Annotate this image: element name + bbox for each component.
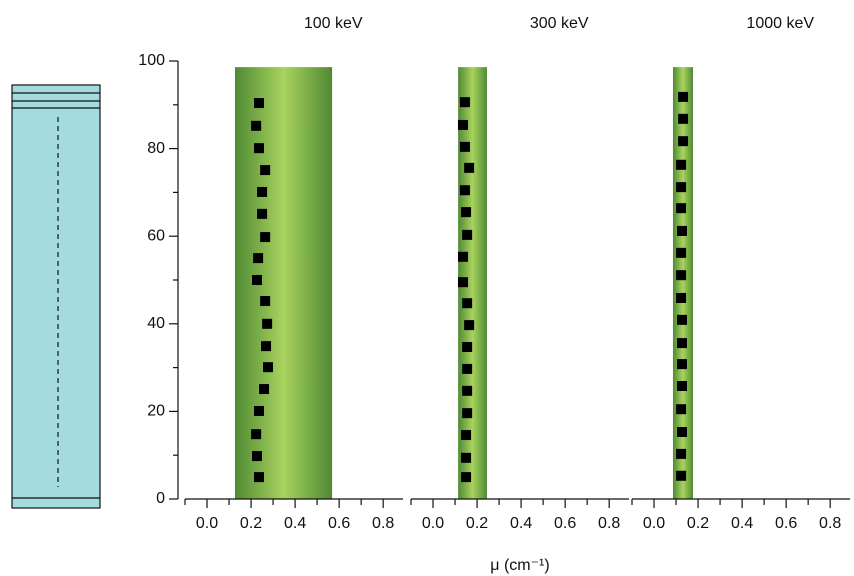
point <box>253 98 264 109</box>
point <box>676 380 687 391</box>
x-tick-label: 0.2 <box>466 515 488 532</box>
point <box>678 136 689 147</box>
point <box>676 270 687 281</box>
point <box>462 363 473 374</box>
point <box>676 203 687 214</box>
uncertainty-band <box>672 67 693 499</box>
point <box>676 338 687 349</box>
point <box>462 229 473 240</box>
y-tick-label: 60 <box>147 227 165 244</box>
y-tick-label: 40 <box>147 315 165 332</box>
x-tick-label: 0.8 <box>598 515 620 532</box>
point <box>676 159 687 170</box>
point <box>252 275 263 285</box>
point <box>260 232 271 243</box>
x-axis-label: μ (cm⁻¹) <box>490 557 549 574</box>
point <box>462 298 473 309</box>
point <box>464 320 475 331</box>
x-tick-label: 0.0 <box>422 515 444 532</box>
point <box>676 404 687 415</box>
point <box>459 185 470 196</box>
x-tick-label: 0.6 <box>554 515 576 532</box>
point <box>676 448 687 459</box>
panel-title: 300 keV <box>530 15 589 32</box>
panel-title: 100 keV <box>304 15 363 32</box>
x-tick-label: 0.8 <box>372 515 394 532</box>
y-tick-label: 80 <box>147 140 165 157</box>
point <box>676 225 687 236</box>
point <box>457 251 468 262</box>
point <box>263 362 274 373</box>
column-diagram <box>11 84 101 509</box>
point <box>253 472 264 483</box>
x-tick-label: 0.2 <box>687 515 709 532</box>
x-tick-label: 0.6 <box>775 515 797 532</box>
point <box>459 97 470 108</box>
point <box>262 318 273 329</box>
point <box>676 292 687 303</box>
point <box>457 119 468 130</box>
panel-title: 1000 keV <box>746 15 814 32</box>
point <box>464 162 475 173</box>
point <box>457 277 468 288</box>
point <box>260 296 271 307</box>
point <box>461 472 472 483</box>
point <box>676 359 687 370</box>
point <box>462 385 473 396</box>
point <box>676 314 687 325</box>
point <box>678 91 689 102</box>
point <box>461 207 472 218</box>
point <box>253 253 264 264</box>
uncertainty-band <box>234 67 333 499</box>
point <box>251 429 262 440</box>
point <box>459 141 470 152</box>
point <box>676 426 687 437</box>
point <box>259 384 270 395</box>
point <box>461 452 472 463</box>
point <box>676 247 687 258</box>
point <box>257 186 268 197</box>
point <box>260 165 271 176</box>
y-tick-label: 100 <box>138 52 165 69</box>
point <box>261 341 272 352</box>
x-tick-label: 0.0 <box>643 515 665 532</box>
x-tick-label: 0.6 <box>328 515 350 532</box>
x-tick-label: 0.0 <box>196 515 218 532</box>
point <box>676 470 687 481</box>
point <box>461 430 472 441</box>
point <box>462 342 473 353</box>
x-tick-label: 0.4 <box>731 515 753 532</box>
y-tick-label: 0 <box>156 490 165 507</box>
x-tick-label: 0.8 <box>819 515 841 532</box>
point <box>253 405 264 416</box>
point <box>253 143 264 154</box>
x-tick-label: 0.4 <box>284 515 306 532</box>
x-tick-label: 0.2 <box>240 515 262 532</box>
point <box>462 408 473 419</box>
point <box>251 120 262 131</box>
x-tick-label: 0.4 <box>510 515 532 532</box>
y-tick-label: 20 <box>147 403 165 420</box>
point <box>257 208 268 219</box>
point <box>676 182 687 193</box>
point <box>252 451 263 462</box>
point <box>678 113 689 124</box>
